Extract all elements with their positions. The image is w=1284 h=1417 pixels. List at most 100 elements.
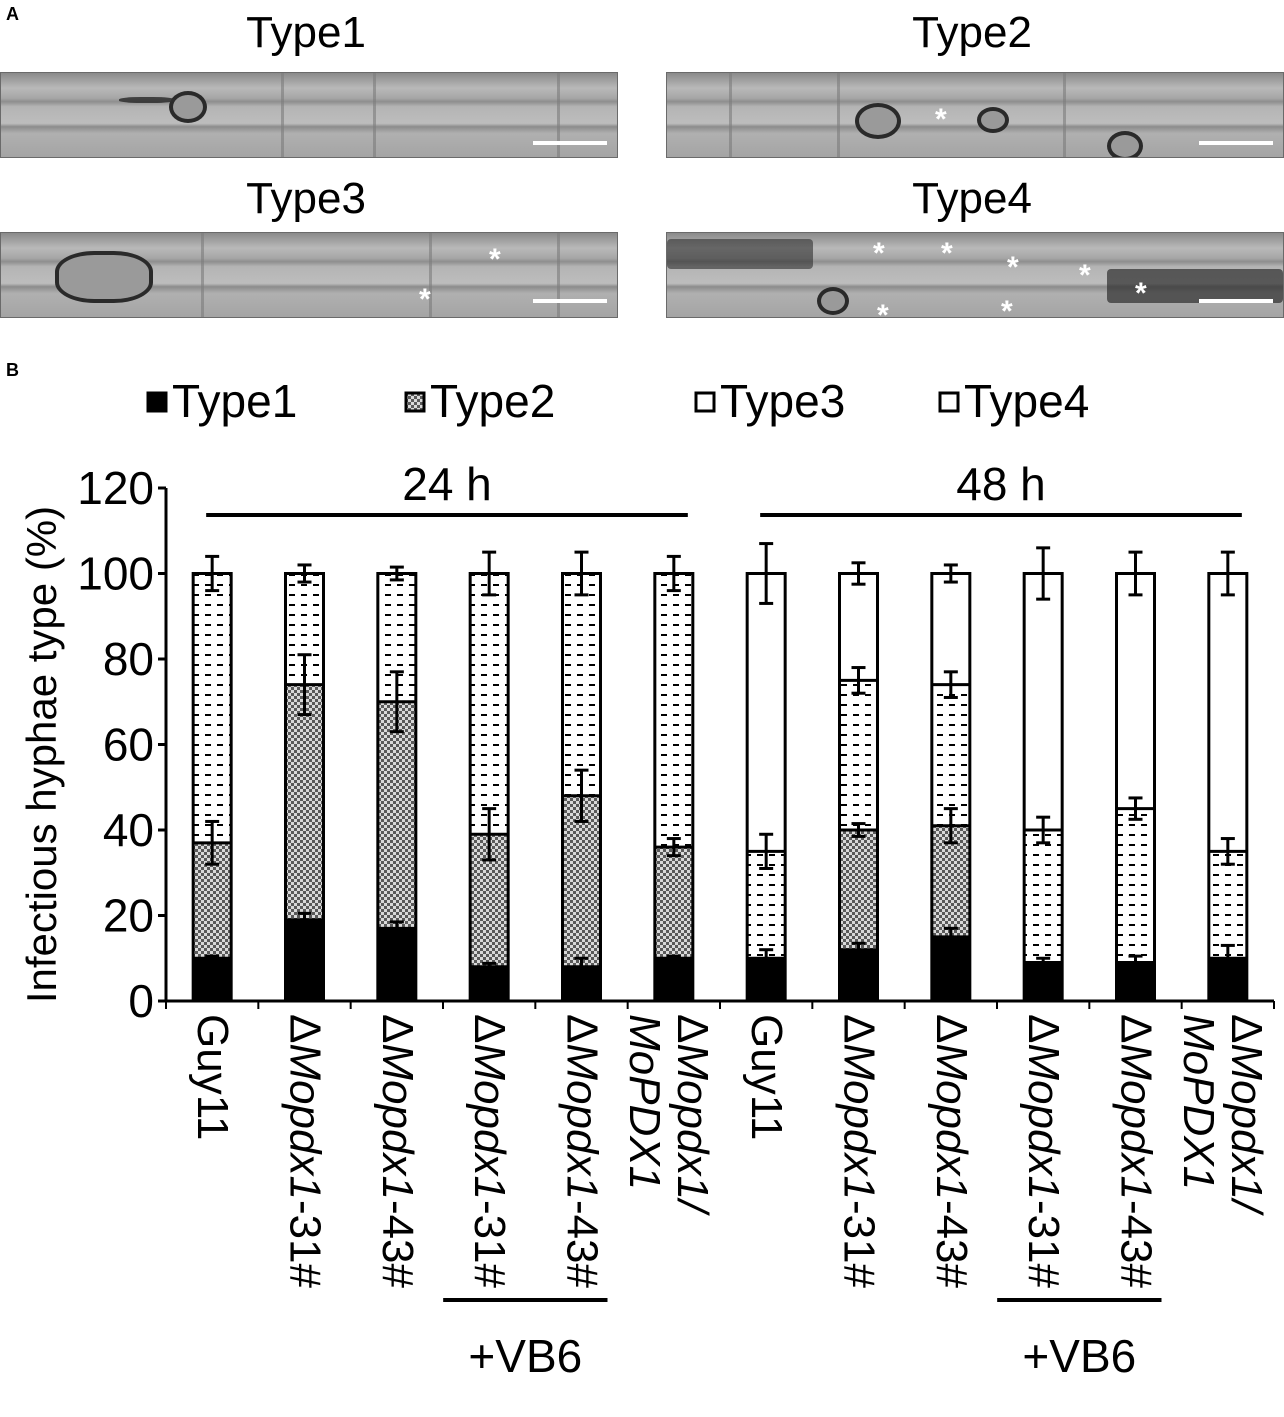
y-axis-title: Infectious hyphae type (%) [18,506,65,1003]
scale-bar [533,141,607,145]
scale-bar [1199,299,1273,303]
type3-image-title: Type3 [246,174,366,223]
type4-micrograph: * * * * * * * [666,232,1284,318]
bar-type2-segment [839,830,878,950]
category-italic: Mopdx1 [558,1043,607,1200]
category-prefix: Δ [1222,1014,1271,1043]
x-category-label-line2: MoPDX1 [620,1014,669,1190]
legend-label: Type4 [964,375,1089,427]
asterisk-marker: * [489,243,501,276]
bar-type3-segment [1116,808,1155,963]
bar-type4-segment [931,573,970,685]
type2-micrograph: * [666,72,1284,158]
legend-swatch [146,391,168,413]
x-category-label: Guy11 [742,1014,791,1140]
scale-bar [533,299,607,303]
bar-type3-segment [562,573,601,796]
category-prefix: Δ [373,1014,422,1043]
asterisk-marker: * [941,237,953,270]
category-prefix: Δ [1112,1014,1161,1043]
category-prefix: Δ [927,1014,976,1043]
x-category-label: ΔMopdx1-31# [835,1014,884,1289]
y-tick-label: 0 [128,975,154,1027]
bar-type2-segment [654,847,693,959]
asterisk-marker: * [877,299,889,318]
category-italic: Mopdx1 [835,1043,884,1200]
scale-bar [1199,141,1273,145]
bar-type2-segment [377,701,416,929]
type4-image-title: Type4 [912,174,1032,223]
asterisk-marker: * [873,237,885,270]
y-tick-label: 80 [103,633,154,685]
x-category-label: ΔMopdx1-31# [1019,1014,1068,1289]
category-italic: Mopdx1 [1019,1043,1068,1200]
category-suffix: -43# [1112,1200,1161,1289]
category-suffix: Guy11 [742,1014,791,1140]
bar-type1-segment [1024,962,1063,1001]
bar-type4-segment [1116,573,1155,809]
treatment-label: +VB6 [1022,1330,1136,1382]
y-tick-label: 20 [103,890,154,942]
bar-type3-segment [931,684,970,826]
bar-type2-segment [285,684,324,920]
asterisk-marker: * [1001,295,1013,318]
category-italic: Mopdx1 [927,1043,976,1200]
bar-type1-segment [839,949,878,1001]
category-italic: Mopdx1 [373,1043,422,1200]
category-suffix: -43# [558,1200,607,1289]
legend-label: Type3 [720,375,845,427]
x-category-label: ΔMopdx1-43# [373,1014,422,1289]
type1-micrograph [0,72,618,158]
x-category-label: ΔMopdx1-43# [927,1014,976,1289]
category-italic: Mopdx1/ [668,1043,717,1216]
bar-type1-segment [470,966,509,1001]
category-suffix: -31# [465,1200,514,1289]
legend-swatch [938,391,960,413]
category-italic: Mopdx1 [281,1043,330,1200]
asterisk-marker: * [1007,251,1019,284]
group-label: 48 h [956,458,1046,510]
bar-type3-segment [654,573,693,848]
bar-type4-segment [747,573,786,852]
asterisk-marker: * [935,103,947,136]
category-italic: Mopdx1 [465,1043,514,1200]
x-category-label-line2: MoPDX1 [1174,1014,1223,1190]
y-tick-label: 120 [77,462,154,514]
x-category-label: ΔMopdx1-31# [281,1014,330,1289]
type1-image-title: Type1 [246,8,366,57]
asterisk-marker: * [1079,259,1091,292]
bar-type3-segment [470,573,509,835]
bar-type1-segment [285,919,324,1001]
x-category-label: Guy11 [188,1014,237,1140]
category-suffix: -31# [281,1200,330,1289]
legend-swatch [404,391,426,413]
type2-image-title: Type2 [912,8,1032,57]
category-italic: Mopdx1/ [1222,1043,1271,1216]
bar-type3-segment [1024,830,1063,963]
bar-type1-segment [931,936,970,1001]
panel-a-letter: A [6,4,19,24]
type3-micrograph: * * [0,232,618,318]
category-prefix: Δ [558,1014,607,1043]
y-tick-label: 100 [77,548,154,600]
x-category-label: ΔMopdx1-43# [1112,1014,1161,1289]
legend-swatch [694,391,716,413]
x-category-label: ΔMopdx1/ [668,1014,717,1216]
category-suffix: -31# [1019,1200,1068,1289]
category-suffix: -43# [927,1200,976,1289]
group-label: 24 h [402,458,492,510]
category-prefix: Δ [1019,1014,1068,1043]
bar-type2-segment [562,795,601,967]
x-category-label: ΔMopdx1-31# [465,1014,514,1289]
bar-type4-segment [1024,573,1063,830]
asterisk-marker: * [419,283,431,316]
category-suffix: -31# [835,1200,884,1289]
legend-label: Type2 [430,375,555,427]
category-prefix: Δ [668,1014,717,1043]
category-suffix: Guy11 [188,1014,237,1140]
bar-type1-segment [193,958,232,1001]
category-prefix: Δ [281,1014,330,1043]
y-tick-label: 40 [103,804,154,856]
bar-type4-segment [1208,573,1247,852]
